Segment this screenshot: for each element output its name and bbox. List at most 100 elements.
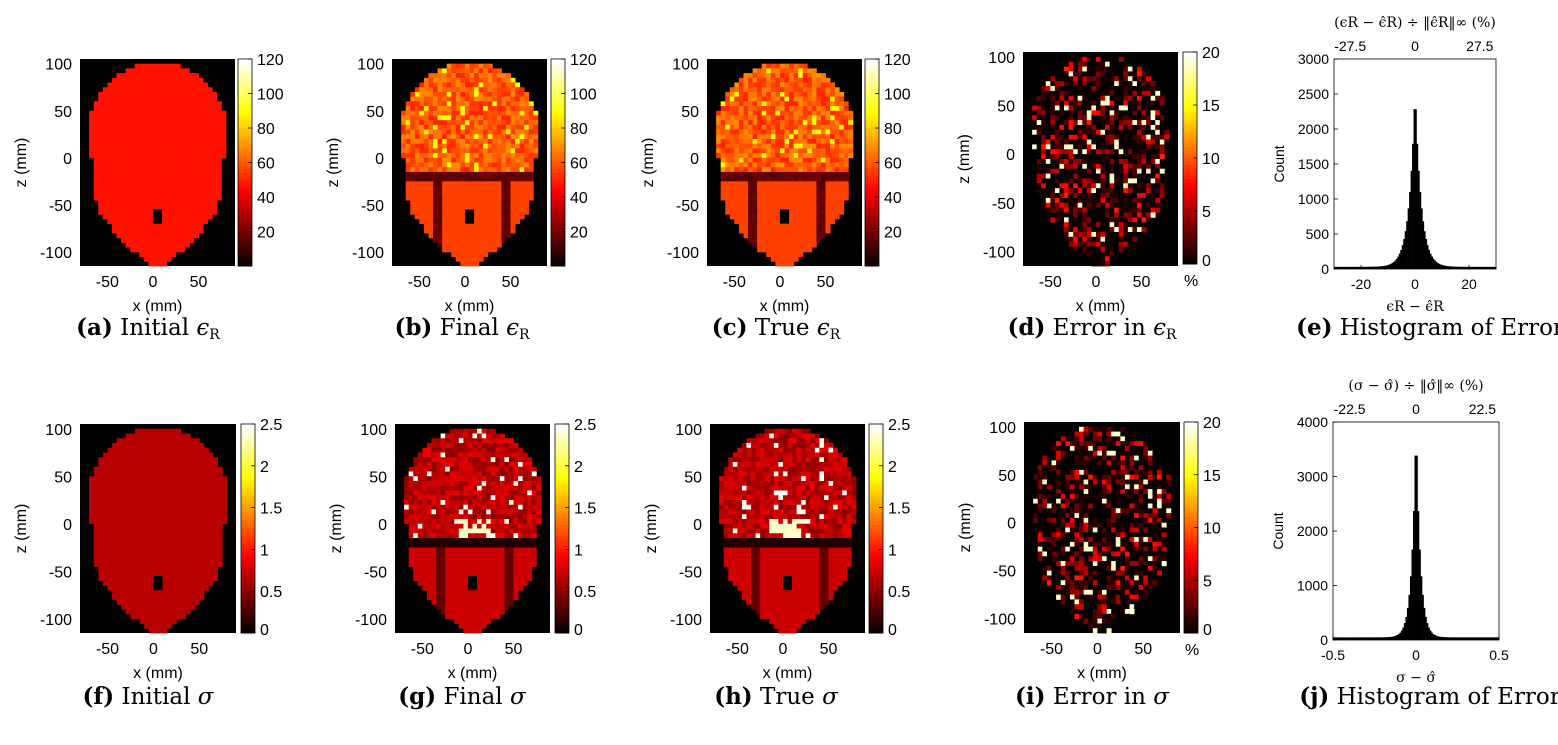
colorbar-step [551, 59, 565, 63]
heatmap-cell [1095, 90, 1101, 97]
heatmap-cell [139, 148, 145, 154]
heatmap-cell [98, 171, 104, 178]
heatmap-cell [189, 120, 195, 126]
heatmap-cell [1141, 144, 1147, 150]
colorbar-step [551, 145, 565, 150]
heatmap-cell [843, 167, 849, 173]
heatmap-cell [401, 115, 407, 121]
heatmap-cell [528, 134, 534, 140]
heatmap-cell [505, 138, 511, 145]
heatmap-cell [152, 256, 158, 262]
heatmap-cell [175, 176, 181, 182]
heatmap-cell [189, 223, 195, 229]
heatmap-cell [1159, 154, 1165, 160]
heatmap-cell [437, 101, 443, 107]
heatmap-cell [189, 186, 195, 192]
heatmap-cell [213, 457, 219, 463]
heatmap-cell [474, 247, 480, 253]
heatmap-cell [496, 167, 502, 173]
colorbar-step [865, 203, 879, 208]
heatmap-cell [1036, 168, 1042, 174]
heatmap-cell [410, 110, 416, 116]
heatmap-cell [148, 481, 154, 487]
heatmap-cell [460, 256, 466, 262]
heatmap-cell [203, 106, 209, 112]
heatmap-cell [528, 162, 534, 168]
colorbar-step [238, 155, 252, 160]
y-tick-label: -50 [676, 198, 699, 215]
histogram-bar [1494, 266, 1497, 269]
heatmap-cell [464, 251, 470, 257]
heatmap-cell [729, 176, 735, 182]
heatmap-cell [176, 447, 182, 453]
colorbar-step [238, 100, 252, 105]
heatmap-cell [510, 157, 516, 163]
heatmap-cell [111, 200, 117, 206]
heatmap-cell [734, 176, 740, 182]
heatmap-cell [474, 256, 480, 262]
heatmap-cell [802, 148, 808, 154]
heatmap-cell [175, 106, 181, 112]
heatmap-cell [1059, 168, 1065, 174]
heatmap-cell [405, 153, 411, 159]
colorbar-step [865, 176, 879, 181]
heatmap-cell [1077, 124, 1083, 131]
heatmap-cell [162, 228, 168, 234]
heatmap-cell [193, 223, 199, 229]
heatmap-cell [121, 162, 126, 168]
heatmap-cell [134, 171, 140, 178]
heatmap-cell [433, 195, 438, 201]
heatmap-cell [414, 134, 420, 140]
heatmap-cell [216, 186, 222, 192]
heatmap-cell [433, 77, 438, 83]
heatmap-cell [111, 223, 117, 229]
heatmap-cell [112, 481, 118, 487]
heatmap-cell [757, 124, 763, 130]
heatmap-cell [437, 143, 443, 149]
heatmap-cell [1114, 95, 1120, 102]
histogram-bar [1367, 266, 1370, 269]
heatmap-cell [775, 242, 781, 248]
heatmap-cell [111, 77, 117, 83]
heatmap-cell [1077, 231, 1083, 238]
heatmap-cell [770, 96, 776, 102]
heatmap-cell [167, 462, 173, 468]
heatmap-cell [152, 218, 158, 225]
heatmap-cell [428, 167, 434, 173]
heatmap-cell [748, 171, 753, 178]
heatmap-cell [807, 138, 813, 145]
colorbar-step [865, 214, 879, 219]
heatmap-cell [816, 110, 822, 116]
heatmap-cell [180, 443, 186, 449]
heatmap-cell [789, 101, 795, 107]
heatmap-cell [1068, 81, 1074, 87]
heatmap-cell [1077, 110, 1083, 116]
heatmap-cell [1095, 56, 1101, 63]
heatmap-cell [451, 176, 457, 182]
heatmap-cell [1114, 183, 1120, 189]
heatmap-cell [510, 129, 516, 135]
heatmap-cell [798, 209, 804, 215]
heatmap-cell [492, 171, 498, 178]
heatmap-cell [199, 457, 205, 463]
heatmap-cell [437, 214, 443, 220]
heatmap-cell [1136, 168, 1142, 174]
histogram-bar [1376, 266, 1379, 269]
heatmap-cell [198, 101, 204, 107]
histogram-bar [1432, 258, 1435, 269]
heatmap-cell [102, 110, 108, 116]
heatmap-cell [446, 110, 452, 116]
heatmap-cell [428, 214, 434, 220]
heatmap-cell [816, 181, 822, 187]
heatmap-cell [199, 462, 205, 468]
heatmap-cell [148, 509, 154, 515]
heatmap-cell [789, 171, 795, 178]
heatmap-cell [1036, 120, 1042, 126]
heatmap-cell [451, 124, 457, 130]
heatmap-cell [175, 148, 181, 154]
heatmap-cell [203, 485, 209, 491]
heatmap-cell [743, 73, 749, 79]
heatmap-cell [770, 101, 776, 107]
heatmap-cell [752, 171, 758, 178]
heatmap-cell [1155, 188, 1161, 194]
